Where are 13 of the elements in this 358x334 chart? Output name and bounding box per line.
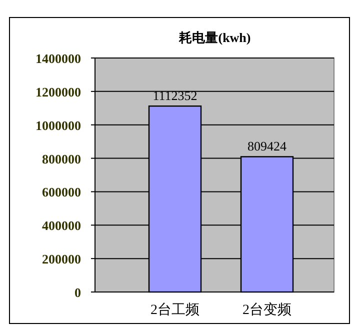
y-tick-label: 200000 [42, 252, 81, 267]
chart-title: 耗电量(kwh) [178, 30, 251, 45]
y-tick-label: 0 [74, 285, 81, 300]
y-tick-label: 1000000 [36, 118, 81, 133]
y-tick-label: 1200000 [36, 84, 81, 100]
y-tick-label: 800000 [42, 151, 81, 166]
data-label: 809424 [248, 138, 287, 154]
x-tick-label: 2台变频 [242, 302, 292, 318]
data-label: 1112352 [152, 88, 198, 104]
x-tick-label: 2台工频 [150, 302, 200, 318]
y-tick-label: 1400000 [36, 51, 81, 66]
y-tick-label: 600000 [42, 184, 81, 200]
y-tick-label: 400000 [42, 218, 81, 234]
